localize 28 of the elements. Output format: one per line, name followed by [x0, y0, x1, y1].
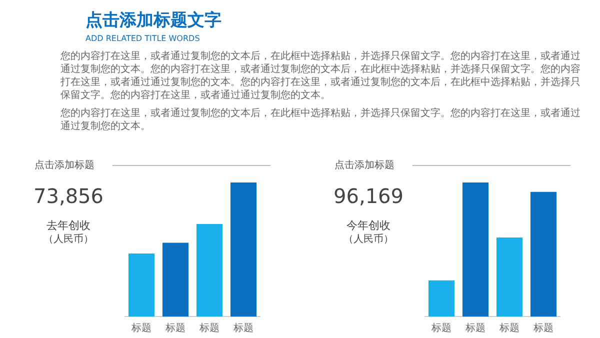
- text: 今年创收: [346, 219, 390, 232]
- bar: [496, 237, 522, 316]
- text: 您的内容打在这里，或者通过复制您的文本后，在此框中选择粘贴，并选择只保留文字。您的内容打在这里，或者通过通过复制您的文本。您的内容打在这里，或者通过复制您的文本后，在此框中选择粘贴，并选择只保留文字。您的内容打在这里，或者通过通过复制您的文本。您的内容打在这里，或者通过复制您的文本后，在此框中选择粘贴，并选择只保留文字。您的内容打在这里，或者通过通过复制您的文本。: [60, 50, 580, 101]
- x-tick-label: 标题: [198, 322, 220, 334]
- text: 点击添加标题文字: [86, 10, 222, 30]
- text: 73,856: [34, 184, 104, 208]
- x-tick-label: 标题: [164, 322, 186, 334]
- x-tick-label: 标题: [498, 322, 520, 334]
- chart-title: 点击添加标题: [34, 159, 94, 171]
- text: ADD RELATED TITLE WORDS: [86, 34, 200, 43]
- x-tick-label: 标题: [130, 322, 152, 334]
- bar: [428, 280, 454, 316]
- bar: [196, 224, 222, 316]
- x-tick-label: 标题: [232, 322, 254, 334]
- text: （人民币）: [344, 233, 394, 245]
- x-tick-label: 标题: [464, 322, 486, 334]
- bar: [230, 182, 256, 316]
- bar: [128, 254, 154, 316]
- x-tick-label: 标题: [532, 322, 554, 334]
- text: 96,169: [334, 184, 404, 208]
- text: （人民币）: [44, 233, 94, 245]
- text: 去年创收: [46, 219, 90, 232]
- x-tick-label: 标题: [430, 322, 452, 334]
- bar: [530, 192, 556, 316]
- bar: [462, 182, 488, 316]
- chart-title: 点击添加标题: [334, 159, 394, 171]
- text: 您的内容打在这里，或者通过复制您的文本后，在此框中选择粘贴，并选择只保留文字。您的内容打在这里，或者通过通过复制您的文本。: [60, 107, 580, 132]
- bar: [162, 242, 188, 316]
